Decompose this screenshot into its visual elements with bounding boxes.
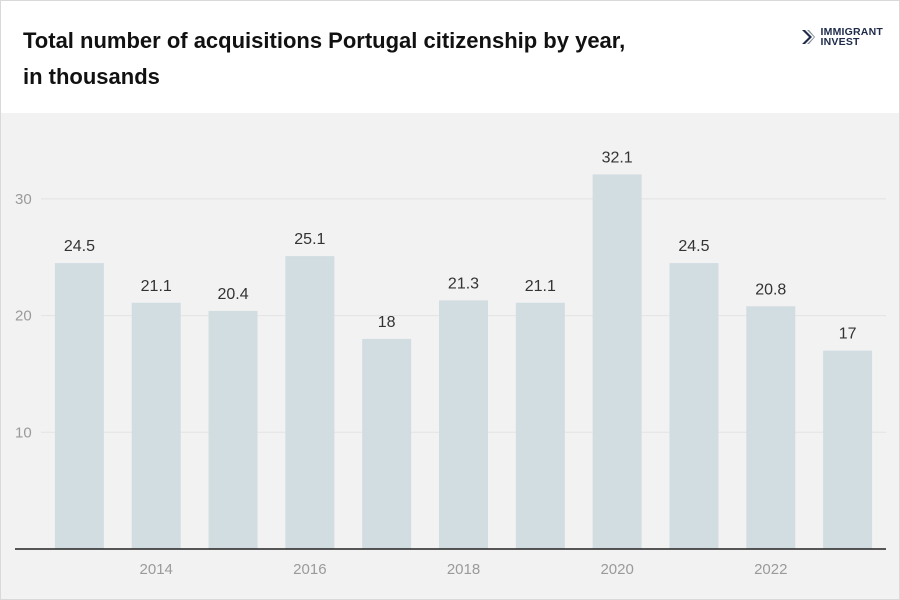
plot-area: 10 20 30 24.5 21.1 20.4 25.1 18 21.3 21.1 32.1 24.… xyxy=(1,113,899,599)
y-tick-label-20: 20 xyxy=(15,308,32,325)
data-label-2016: 25.1 xyxy=(294,231,325,248)
bar-2018 xyxy=(439,300,488,549)
x-tick-label-2018: 2018 xyxy=(447,561,480,578)
bar-2013 xyxy=(54,263,104,549)
data-labels: 24.5 21.1 20.4 25.1 18 21.3 21.1 32.1 24.5 20.8 17 xyxy=(64,149,857,342)
chart-header: Total number of acquisitions Portugal ci… xyxy=(1,1,899,113)
bar-2021 xyxy=(669,263,719,549)
chart-title: Total number of acquisitions Portugal ci… xyxy=(23,23,723,95)
axes: 2014 2016 2018 2020 2022 xyxy=(15,548,886,578)
bar-2022 xyxy=(746,306,796,549)
data-label-2022: 20.8 xyxy=(755,281,786,298)
y-tick-label-30: 30 xyxy=(15,191,32,208)
x-tick-label-2020: 2020 xyxy=(600,561,633,578)
bar-2014 xyxy=(131,302,181,549)
bar-2023 xyxy=(823,350,873,549)
bar-2015 xyxy=(208,310,258,549)
x-tick-label-2016: 2016 xyxy=(293,561,326,578)
logo-text-line-1: IMMIGRANT xyxy=(820,26,883,38)
data-label-2018: 21.3 xyxy=(448,275,479,292)
data-label-2023: 17 xyxy=(839,326,857,343)
data-label-2014: 21.1 xyxy=(141,278,172,295)
bar-2016 xyxy=(285,256,335,549)
x-tick-label-2014: 2014 xyxy=(140,561,173,578)
data-label-2017: 18 xyxy=(378,314,396,331)
logo-chevron-icon xyxy=(801,30,815,44)
data-label-2013: 24.5 xyxy=(64,238,95,255)
data-label-2019: 21.1 xyxy=(525,278,556,295)
bar-2017 xyxy=(362,338,412,549)
data-label-2021: 24.5 xyxy=(678,238,709,255)
brand-logo: IMMIGRANT INVEST xyxy=(801,27,883,47)
data-label-2015: 20.4 xyxy=(217,286,248,303)
chart-title-line-2: in thousands xyxy=(23,64,160,89)
bar-2019 xyxy=(515,302,565,549)
data-label-2020: 32.1 xyxy=(602,149,633,166)
y-tick-label-10: 10 xyxy=(15,424,32,441)
bars xyxy=(54,174,873,549)
chart-title-line-1: Total number of acquisitions Portugal ci… xyxy=(23,28,626,53)
logo-text-line-2: INVEST xyxy=(820,36,860,48)
logo-text: IMMIGRANT INVEST xyxy=(820,26,883,48)
bar-2020 xyxy=(592,174,642,549)
x-tick-label-2022: 2022 xyxy=(754,561,787,578)
